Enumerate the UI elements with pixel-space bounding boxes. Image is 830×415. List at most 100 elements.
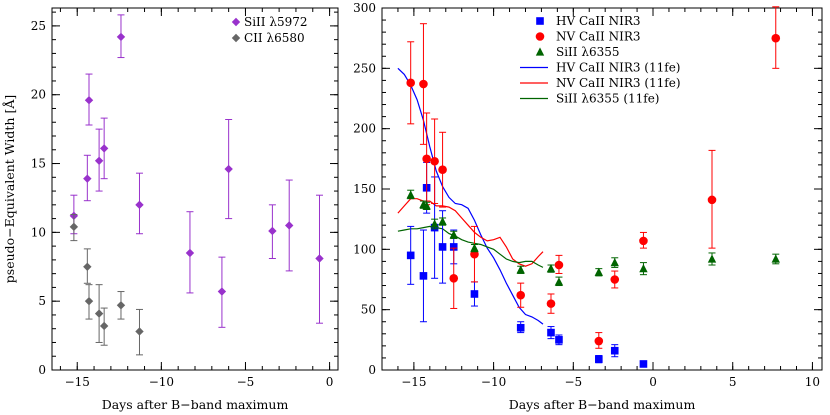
legend-marker <box>535 47 545 56</box>
x-tick-label: −10 <box>149 375 174 389</box>
x-axis-label: Days after B−band maximum <box>509 397 696 412</box>
y-tick-label: 10 <box>31 225 46 239</box>
y-tick-label: 300 <box>353 1 376 15</box>
data-point <box>430 156 439 166</box>
data-point <box>135 327 144 336</box>
x-tick-label: 0 <box>326 375 334 389</box>
legend-label: HV CaII NIR3 (11fe) <box>556 61 680 75</box>
data-point <box>707 195 717 205</box>
data-point <box>224 164 233 174</box>
data-point <box>406 190 415 199</box>
plot-frame <box>51 7 339 371</box>
line-hv-caii-nir3-11fe <box>397 67 544 325</box>
data-point <box>594 267 604 276</box>
data-point <box>135 200 144 210</box>
data-point <box>419 79 428 89</box>
data-point <box>438 165 447 174</box>
y-tick-label: 150 <box>353 182 376 196</box>
data-point <box>69 222 79 232</box>
legend-label: HV CaII NIR3 <box>556 14 641 28</box>
legend: SiII λ5972 CII λ6580 <box>231 15 308 45</box>
data-point <box>771 33 781 43</box>
line-nv-caii-nir3-11fe <box>397 198 544 267</box>
data-point <box>516 323 525 332</box>
data-point <box>547 328 555 337</box>
data-point <box>285 221 294 230</box>
data-point <box>554 277 564 286</box>
x-tick-label: −10 <box>481 375 506 389</box>
y-tick-label: 0 <box>38 363 46 377</box>
data-point <box>639 264 648 273</box>
y-tick-label: 50 <box>361 303 376 317</box>
y-tick-label: 100 <box>353 242 376 256</box>
x-tick-label: −15 <box>401 375 426 389</box>
series-siii-6355 <box>406 189 780 287</box>
data-point <box>555 336 563 344</box>
data-point <box>430 219 439 228</box>
legend-marker <box>535 32 545 41</box>
data-point <box>83 262 92 271</box>
data-point <box>268 226 277 236</box>
data-point <box>185 248 195 258</box>
data-point <box>406 251 415 260</box>
data-point <box>99 144 109 153</box>
data-point <box>438 243 447 251</box>
y-tick-label: 25 <box>31 19 46 33</box>
x-axis-label: Days after B−band maximum <box>102 397 289 412</box>
data-point <box>595 355 603 363</box>
data-point <box>594 336 604 346</box>
data-point <box>406 78 415 88</box>
data-point <box>422 201 431 210</box>
data-point <box>438 216 447 226</box>
data-point <box>99 321 109 331</box>
series-cii-6580 <box>69 213 144 356</box>
data-point <box>610 275 620 284</box>
data-point <box>419 272 428 280</box>
data-point <box>217 287 227 296</box>
legend-label: SiII λ6355 (11fe) <box>556 92 660 106</box>
y-tick-label: 5 <box>38 294 46 308</box>
legend-label: CII λ6580 <box>244 31 305 45</box>
legend-marker <box>231 17 241 27</box>
x-tick-label: −15 <box>65 375 90 389</box>
legend-label: SiII λ5972 <box>244 15 308 29</box>
data-point <box>94 156 104 165</box>
data-point <box>610 346 619 355</box>
line-siii-6355-11fe <box>397 225 544 268</box>
x-tick-label: 0 <box>649 375 657 389</box>
data-point <box>516 265 525 274</box>
data-point <box>422 154 431 164</box>
x-tick-label: −5 <box>564 375 582 389</box>
data-point <box>116 301 126 310</box>
data-point <box>83 174 92 183</box>
data-point <box>707 254 717 263</box>
y-tick-label: 250 <box>353 61 376 75</box>
data-point <box>449 243 458 251</box>
y-tick-label: 200 <box>353 122 376 136</box>
series-nv-caii-nir3 <box>406 6 781 349</box>
y-axis-label: pseudo−Equivalent Width [Å] <box>2 95 17 283</box>
y-tick-label: 0 <box>368 363 376 377</box>
data-point <box>449 273 459 283</box>
x-tick-label: 10 <box>805 375 820 389</box>
left-panel: −15 −10 −5 0 0 5 10 15 20 25 Days after B−band max… <box>2 7 339 412</box>
data-point <box>116 32 126 42</box>
data-point <box>546 264 556 273</box>
data-point <box>470 243 479 252</box>
data-point <box>84 296 94 306</box>
data-point <box>84 96 94 105</box>
data-point <box>315 254 324 263</box>
data-point <box>771 254 780 263</box>
legend-marker <box>231 33 241 43</box>
x-tick-label: 5 <box>729 375 737 389</box>
data-point <box>94 309 104 318</box>
y-tick-label: 15 <box>31 157 46 171</box>
data-point <box>554 260 564 270</box>
data-point <box>449 230 458 239</box>
legend-label: NV CaII NIR3 (11fe) <box>556 76 681 90</box>
legend-marker <box>536 17 544 25</box>
x-tick-label: −5 <box>237 375 255 389</box>
